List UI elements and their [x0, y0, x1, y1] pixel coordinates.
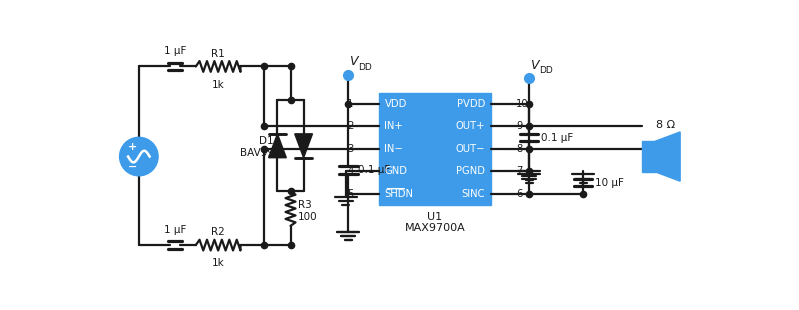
- Text: D1: D1: [259, 136, 273, 146]
- Circle shape: [120, 137, 158, 176]
- Text: 1k: 1k: [212, 80, 225, 90]
- Text: OUT+: OUT+: [456, 122, 485, 131]
- Text: SINC: SINC: [462, 189, 485, 199]
- Text: DD: DD: [539, 66, 553, 75]
- Text: U1: U1: [427, 212, 443, 222]
- Text: OUT−: OUT−: [456, 144, 485, 154]
- Text: 4: 4: [348, 166, 354, 176]
- FancyBboxPatch shape: [642, 141, 655, 172]
- Text: IN−: IN−: [384, 144, 403, 154]
- Text: −: −: [128, 162, 137, 171]
- Text: 1 μF: 1 μF: [164, 46, 186, 56]
- Text: 100: 100: [298, 212, 318, 222]
- Text: R1: R1: [211, 49, 225, 59]
- Text: 1: 1: [348, 99, 354, 109]
- Text: 2: 2: [348, 122, 354, 131]
- Polygon shape: [295, 134, 312, 158]
- Text: DD: DD: [358, 63, 372, 72]
- Polygon shape: [655, 132, 680, 181]
- Text: 10: 10: [516, 99, 529, 109]
- Text: SHDN: SHDN: [384, 189, 413, 199]
- Text: 1 μF: 1 μF: [164, 225, 186, 235]
- Text: VDD: VDD: [384, 99, 407, 109]
- Text: 10 μF: 10 μF: [594, 178, 623, 188]
- Text: 1k: 1k: [212, 258, 225, 268]
- Text: 8: 8: [516, 144, 523, 154]
- Text: BAV99: BAV99: [240, 148, 273, 158]
- Text: R2: R2: [211, 228, 225, 237]
- Text: PVDD: PVDD: [457, 99, 485, 109]
- Text: 5: 5: [348, 189, 354, 199]
- Text: 3: 3: [348, 144, 354, 154]
- Text: GND: GND: [384, 166, 407, 176]
- Text: +: +: [128, 142, 137, 152]
- FancyBboxPatch shape: [379, 93, 491, 205]
- Text: 7: 7: [516, 166, 523, 176]
- Text: V: V: [349, 55, 357, 69]
- Polygon shape: [268, 134, 286, 158]
- Text: R3: R3: [298, 201, 312, 210]
- Text: 0.1 μF: 0.1 μF: [358, 165, 391, 175]
- Text: 6: 6: [516, 189, 523, 199]
- Text: MAX9700A: MAX9700A: [404, 223, 465, 233]
- Text: V: V: [530, 59, 539, 72]
- Text: IN+: IN+: [384, 122, 403, 131]
- Text: 0.1 μF: 0.1 μF: [541, 133, 573, 143]
- Text: 9: 9: [516, 122, 523, 131]
- Text: 8 Ω: 8 Ω: [656, 120, 675, 131]
- Text: PGND: PGND: [456, 166, 485, 176]
